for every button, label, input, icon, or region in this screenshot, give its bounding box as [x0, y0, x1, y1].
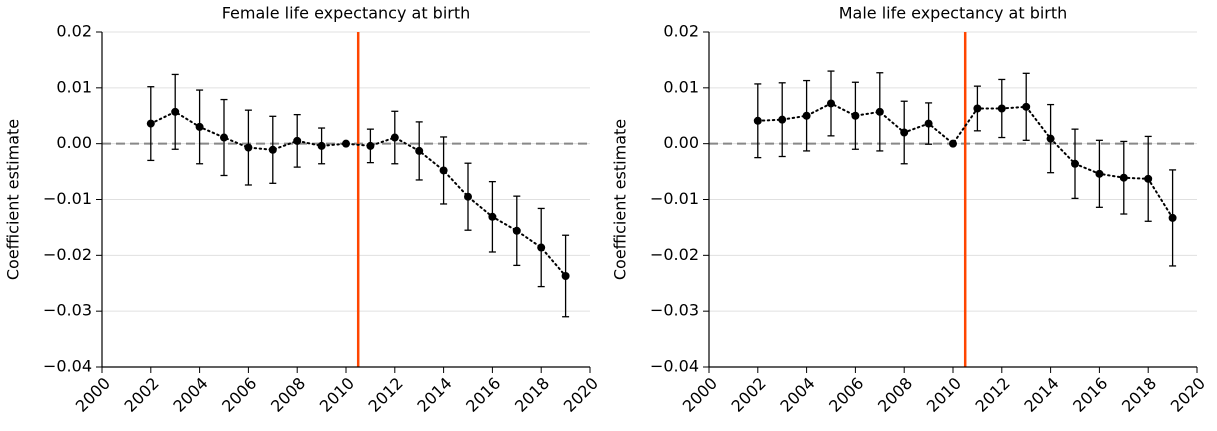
data-point	[851, 111, 860, 120]
data-point	[802, 111, 811, 120]
data-point	[293, 136, 302, 145]
y-tick-label: −0.02	[43, 245, 92, 264]
data-point	[415, 146, 424, 155]
x-tick-label: 2016	[462, 374, 504, 416]
x-tick-label: 2010	[316, 374, 358, 416]
data-point	[1119, 173, 1128, 182]
data-point	[827, 99, 835, 108]
data-point	[342, 139, 350, 148]
y-axis-label: Coefficient estimate	[4, 119, 23, 280]
data-point	[512, 226, 521, 235]
data-point	[973, 104, 982, 113]
y-tick-label: 0.01	[663, 77, 699, 96]
data-point	[366, 141, 375, 150]
y-axis-label: Coefficient estimate	[611, 119, 630, 280]
data-point	[1046, 134, 1055, 143]
data-point	[390, 133, 399, 142]
y-tick-label: 0.02	[663, 22, 699, 41]
data-point	[537, 243, 546, 252]
data-point	[875, 107, 884, 116]
x-tick-label: 2002	[728, 374, 770, 416]
series-line	[149, 110, 567, 277]
data-point	[561, 271, 570, 280]
y-tick-label: 0.00	[56, 133, 92, 152]
x-tick-label: 2004	[169, 374, 211, 416]
data-point	[1022, 102, 1031, 111]
x-tick-label: 2020	[1167, 374, 1209, 416]
y-tick-label: −0.01	[650, 189, 699, 208]
x-tick-label: 2018	[511, 374, 553, 416]
data-point	[439, 166, 448, 175]
x-tick-label: 2012	[972, 374, 1014, 416]
data-point	[244, 143, 253, 152]
x-tick-label: 2002	[121, 374, 163, 416]
data-point	[949, 139, 957, 148]
x-tick-label: 2018	[1118, 374, 1160, 416]
series-line	[756, 102, 1174, 219]
data-point	[464, 192, 472, 201]
data-point	[778, 115, 787, 124]
chart-title: Female life expectancy at birth	[222, 4, 471, 23]
data-point	[1168, 213, 1177, 222]
x-tick-label: 2012	[365, 374, 407, 416]
data-point	[924, 119, 933, 128]
data-point	[171, 107, 180, 116]
x-tick-label: 2014	[1020, 374, 1062, 416]
x-tick-label: 2004	[776, 374, 818, 416]
data-point	[488, 212, 497, 221]
x-tick-label: 2016	[1069, 374, 1111, 416]
x-tick-label: 2010	[923, 374, 965, 416]
data-point	[753, 116, 762, 125]
y-tick-label: −0.02	[650, 245, 699, 264]
data-point	[146, 119, 155, 128]
y-tick-label: 0.01	[56, 77, 92, 96]
x-tick-label: 2008	[267, 374, 309, 416]
y-tick-label: −0.03	[650, 301, 699, 320]
data-point	[1095, 169, 1104, 178]
x-tick-label: 2008	[874, 374, 916, 416]
data-point	[900, 128, 909, 137]
x-tick-label: 2000	[72, 374, 114, 416]
data-point	[220, 133, 228, 142]
data-point	[268, 145, 277, 154]
x-tick-label: 2020	[560, 374, 602, 416]
y-tick-label: −0.04	[43, 357, 92, 376]
x-tick-label: 2006	[218, 374, 260, 416]
data-point	[1071, 159, 1079, 168]
y-tick-label: −0.01	[43, 189, 92, 208]
data-point	[1144, 174, 1153, 183]
data-point	[195, 122, 204, 131]
data-point	[997, 104, 1006, 113]
chart-title: Male life expectancy at birth	[839, 4, 1068, 23]
x-tick-label: 2000	[679, 374, 721, 416]
x-tick-label: 2006	[825, 374, 867, 416]
y-tick-label: −0.03	[43, 301, 92, 320]
y-tick-label: −0.04	[650, 357, 699, 376]
y-tick-label: 0.02	[56, 22, 92, 41]
data-point	[317, 141, 326, 150]
y-tick-label: 0.00	[663, 133, 699, 152]
x-tick-label: 2014	[413, 374, 455, 416]
